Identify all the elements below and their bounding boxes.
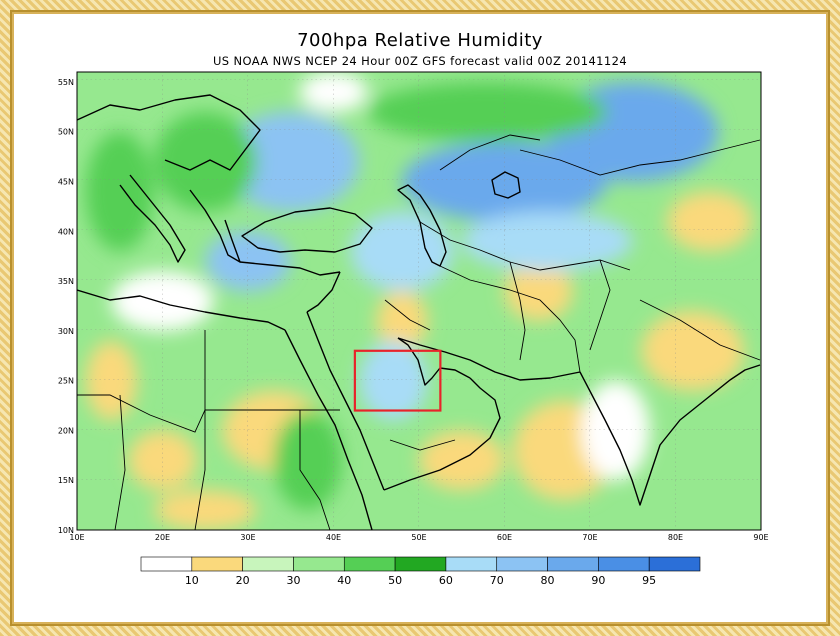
lat-tick-label: 50N bbox=[58, 128, 74, 137]
lat-tick-label: 40N bbox=[58, 227, 74, 236]
lat-tick-label: 15N bbox=[58, 476, 74, 485]
country-borders bbox=[77, 134, 761, 530]
lon-tick-label: 60E bbox=[497, 533, 512, 542]
lat-tick-label: 25N bbox=[58, 377, 74, 386]
colorbar-label: 90 bbox=[591, 574, 605, 587]
lon-tick-label: 80E bbox=[668, 533, 683, 542]
colorbar-swatch bbox=[394, 556, 447, 572]
lon-tick-label: 70E bbox=[582, 533, 597, 542]
colorbar-label: 50 bbox=[388, 574, 402, 587]
colorbar: 10 20 30 40 50 60 70 80 90 95 bbox=[140, 556, 701, 587]
colorbar-label: 70 bbox=[490, 574, 504, 587]
lat-tick-label: 10N bbox=[58, 526, 74, 535]
colorbar-label: 80 bbox=[541, 574, 555, 587]
colorbar-label: 40 bbox=[337, 574, 351, 587]
colorbar-label: 10 bbox=[185, 574, 199, 587]
lon-tick-label: 30E bbox=[240, 533, 255, 542]
colorbar-swatch bbox=[648, 556, 701, 572]
lon-tick-label: 20E bbox=[155, 533, 170, 542]
axis-labels: 10E 20E 30E 40E 50E 60E 70E 80E 90E 55N 50N 45N 40N 3… bbox=[58, 78, 769, 542]
colorbar-swatch bbox=[598, 556, 650, 572]
colorbar-label: 20 bbox=[236, 574, 250, 587]
colorbar-label: 60 bbox=[439, 574, 453, 587]
lat-tick-label: 45N bbox=[58, 178, 74, 187]
colorbar-label: 30 bbox=[286, 574, 300, 587]
colorbar-swatch bbox=[445, 556, 498, 572]
colorbar-swatch bbox=[140, 556, 193, 572]
lon-tick-label: 90E bbox=[753, 533, 768, 542]
lat-tick-label: 55N bbox=[58, 78, 74, 87]
colorbar-swatch bbox=[191, 556, 243, 572]
highlight-box bbox=[353, 349, 442, 412]
colorbar-swatch bbox=[343, 556, 396, 572]
colorbar-swatch bbox=[293, 556, 345, 572]
lat-tick-label: 30N bbox=[58, 327, 74, 336]
lon-tick-label: 50E bbox=[411, 533, 426, 542]
map-border bbox=[76, 71, 762, 531]
colorbar-swatch bbox=[496, 556, 548, 572]
colorbar-swatch bbox=[547, 556, 599, 572]
lon-tick-label: 40E bbox=[326, 533, 341, 542]
lat-tick-label: 20N bbox=[58, 426, 74, 435]
lat-tick-label: 35N bbox=[58, 277, 74, 286]
colorbar-label: 95 bbox=[642, 574, 656, 587]
humidity-field bbox=[77, 72, 761, 530]
coastlines bbox=[77, 94, 761, 530]
colorbar-swatch bbox=[242, 556, 294, 572]
map-subtitle: US NOAA NWS NCEP 24 Hour 00Z GFS forecas… bbox=[212, 54, 628, 68]
lon-tick-label: 10E bbox=[69, 533, 84, 542]
map-title: 700hpa Relative Humidity bbox=[297, 30, 543, 51]
